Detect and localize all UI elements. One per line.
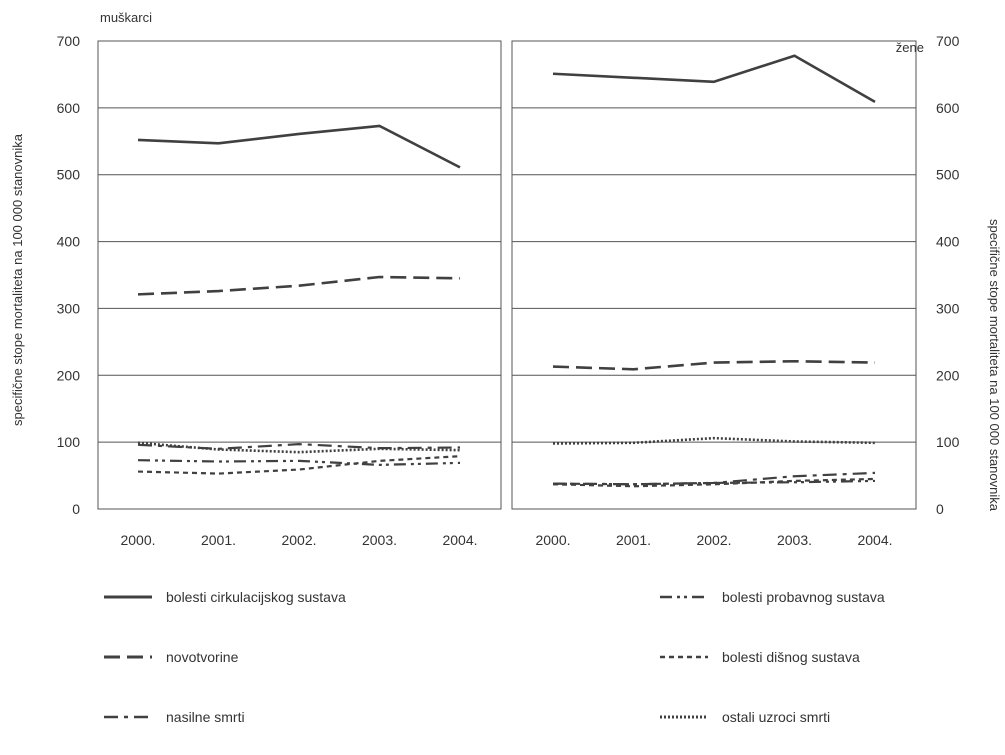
legend-label: bolesti dišnog sustava: [722, 649, 860, 665]
x-tick-label: 2003.: [362, 532, 397, 548]
legend-item: novotvorine: [104, 649, 239, 665]
left-y-axis-title: specifične stope mortaliteta na 100 000 …: [10, 133, 25, 426]
y-tick-label: 400: [57, 234, 81, 250]
series-line: [552, 359, 876, 371]
right-y-axis: 0 100 200 300 400 500 600 700: [936, 33, 960, 517]
x-tick-label: 2002.: [281, 532, 316, 548]
x-tick-label: 2002.: [696, 532, 731, 548]
panel-right: 2000. 2001. 2002. 2003. 2004.: [511, 40, 917, 548]
series-line: [137, 275, 461, 296]
y-tick-label: 700: [936, 33, 960, 49]
left-y-axis: 0 100 200 300 400 500 600 700: [57, 33, 81, 517]
panel-frame: [97, 40, 502, 510]
y-tick-label: 0: [72, 501, 80, 517]
y-tick-label: 200: [57, 367, 81, 383]
chart-panels: 2000. 2001. 2002. 2003. 2004. 2000. 2001. 2002.…: [97, 40, 917, 548]
panel-frame: [511, 40, 917, 510]
y-tick-label: 600: [57, 100, 81, 116]
x-tick-label: 2004.: [857, 532, 892, 548]
x-tick-label: 2003.: [777, 532, 812, 548]
series-line: [137, 459, 461, 466]
y-tick-label: 300: [57, 300, 81, 316]
series-line: [137, 441, 461, 454]
y-tick-label: 200: [936, 367, 960, 383]
y-tick-label: 400: [936, 234, 960, 250]
y-tick-label: 100: [936, 434, 960, 450]
y-tick-label: 500: [936, 167, 960, 183]
series-line: [552, 436, 876, 445]
x-tick-label: 2000.: [535, 532, 570, 548]
x-tick-label: 2004.: [442, 532, 477, 548]
x-tick-label: 2000.: [120, 532, 155, 548]
y-tick-label: 100: [57, 434, 81, 450]
legend-item: ostali uzroci smrti: [660, 709, 830, 725]
series-line: [137, 124, 461, 169]
y-tick-label: 300: [936, 300, 960, 316]
legend-label: bolesti cirkulacijskog sustava: [166, 589, 346, 605]
left-panel-label: muškarci: [100, 10, 152, 25]
right-y-axis-title: specifične stope mortaliteta na 100 000 …: [987, 219, 1002, 512]
y-tick-label: 600: [936, 100, 960, 116]
series-line: [552, 54, 876, 103]
panel-left: 2000. 2001. 2002. 2003. 2004.: [97, 40, 502, 548]
y-tick-label: 500: [57, 167, 81, 183]
legend-item: nasilne smrti: [104, 709, 245, 725]
legend: bolesti cirkulacijskog sustava novotvorin…: [104, 589, 885, 725]
x-tick-label: 2001.: [616, 532, 651, 548]
legend-item: bolesti dišnog sustava: [660, 649, 860, 665]
right-panel-label: žene: [896, 40, 924, 55]
legend-item: bolesti cirkulacijskog sustava: [104, 589, 346, 605]
legend-label: nasilne smrti: [166, 709, 245, 725]
y-tick-label: 0: [936, 501, 944, 517]
legend-label: bolesti probavnog sustava: [722, 589, 885, 605]
series-line: [552, 479, 876, 486]
x-tick-label: 2001.: [201, 532, 236, 548]
y-tick-label: 700: [57, 33, 81, 49]
legend-item: bolesti probavnog sustava: [660, 589, 885, 605]
legend-label: ostali uzroci smrti: [722, 709, 830, 725]
legend-label: novotvorine: [166, 649, 239, 665]
